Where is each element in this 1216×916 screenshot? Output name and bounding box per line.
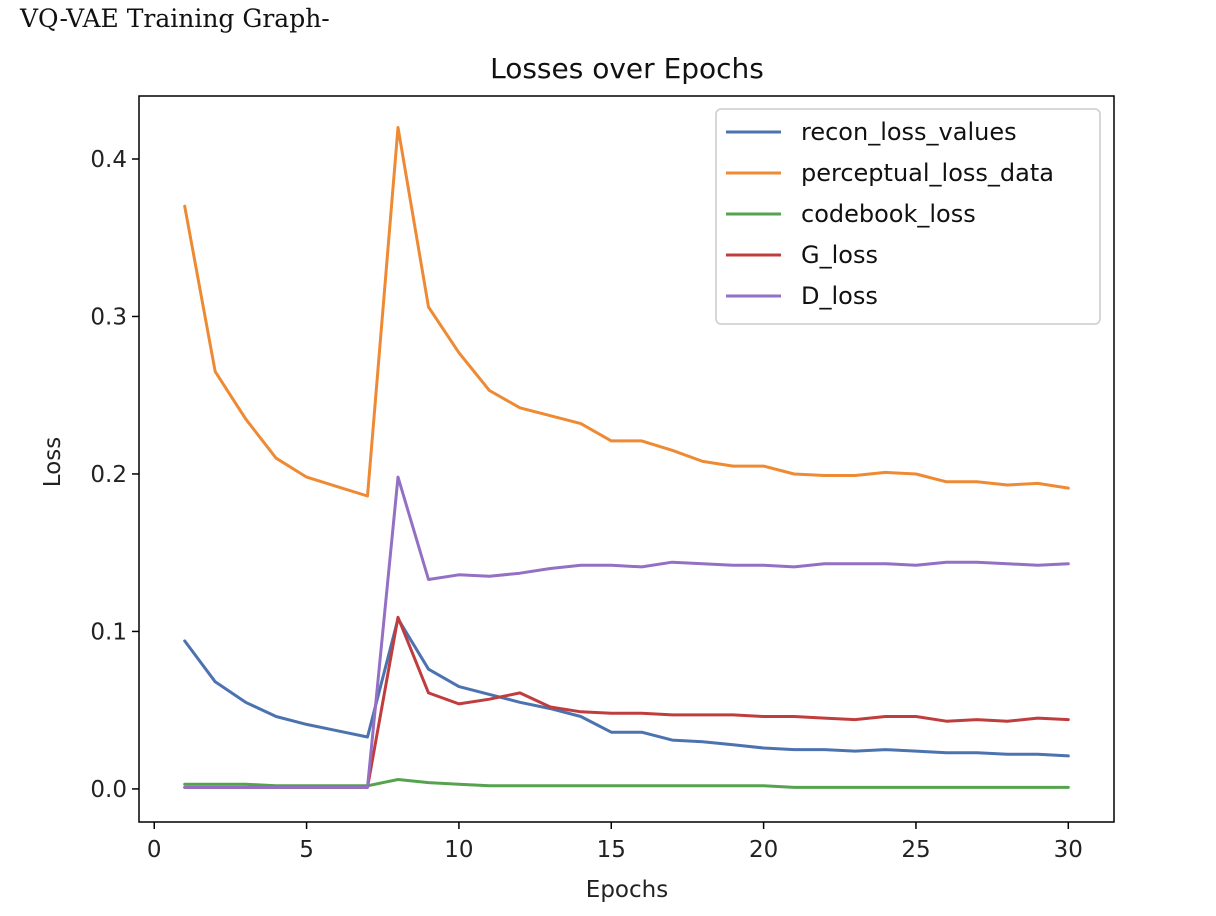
figure-caption: VQ-VAE Training Graph- <box>20 4 330 33</box>
x-tick-label: 15 <box>597 837 626 863</box>
chart-title: Losses over Epochs <box>490 52 764 85</box>
series-line-recon-loss-values <box>183 617 1070 758</box>
y-tick-label: 0.0 <box>90 777 127 803</box>
y-tick-label: 0.1 <box>90 619 127 645</box>
plot-lines <box>183 126 1070 789</box>
legend-label-perceptual-loss-data: perceptual_loss_data <box>801 159 1054 187</box>
x-tick-label: 20 <box>749 837 778 863</box>
legend-label-recon-loss-values: recon_loss_values <box>801 118 1017 146</box>
legend-label-g-loss: G_loss <box>801 241 878 269</box>
x-axis-label: Epochs <box>586 877 668 903</box>
y-axis-label: Loss <box>40 437 66 487</box>
y-tick-label: 0.2 <box>90 462 127 488</box>
x-tick-label: 5 <box>299 837 314 863</box>
x-tick-label: 0 <box>147 837 162 863</box>
series-line-perceptual-loss-data <box>183 126 1070 498</box>
x-tick-label: 10 <box>444 837 473 863</box>
x-tick-label: 25 <box>901 837 930 863</box>
plot-frame <box>138 95 1115 823</box>
x-axis: 0 5 10 15 20 25 30 <box>147 822 1083 863</box>
legend: recon_loss_values perceptual_loss_datacod… <box>715 108 1101 325</box>
legend-label-d-loss: D_loss <box>801 282 878 310</box>
series-line-codebook-loss <box>183 778 1070 789</box>
legend-label-codebook-loss: codebook_loss <box>801 200 976 228</box>
y-tick-label: 0.4 <box>90 147 127 173</box>
legend-box <box>715 108 1101 325</box>
x-tick-label: 30 <box>1054 837 1083 863</box>
series-line-d-loss <box>183 475 1070 789</box>
y-axis: 0.0 0.1 0.2 0.3 0.4 <box>90 147 139 803</box>
y-tick-label: 0.3 <box>90 304 127 330</box>
series-line-g-loss <box>183 615 1070 789</box>
